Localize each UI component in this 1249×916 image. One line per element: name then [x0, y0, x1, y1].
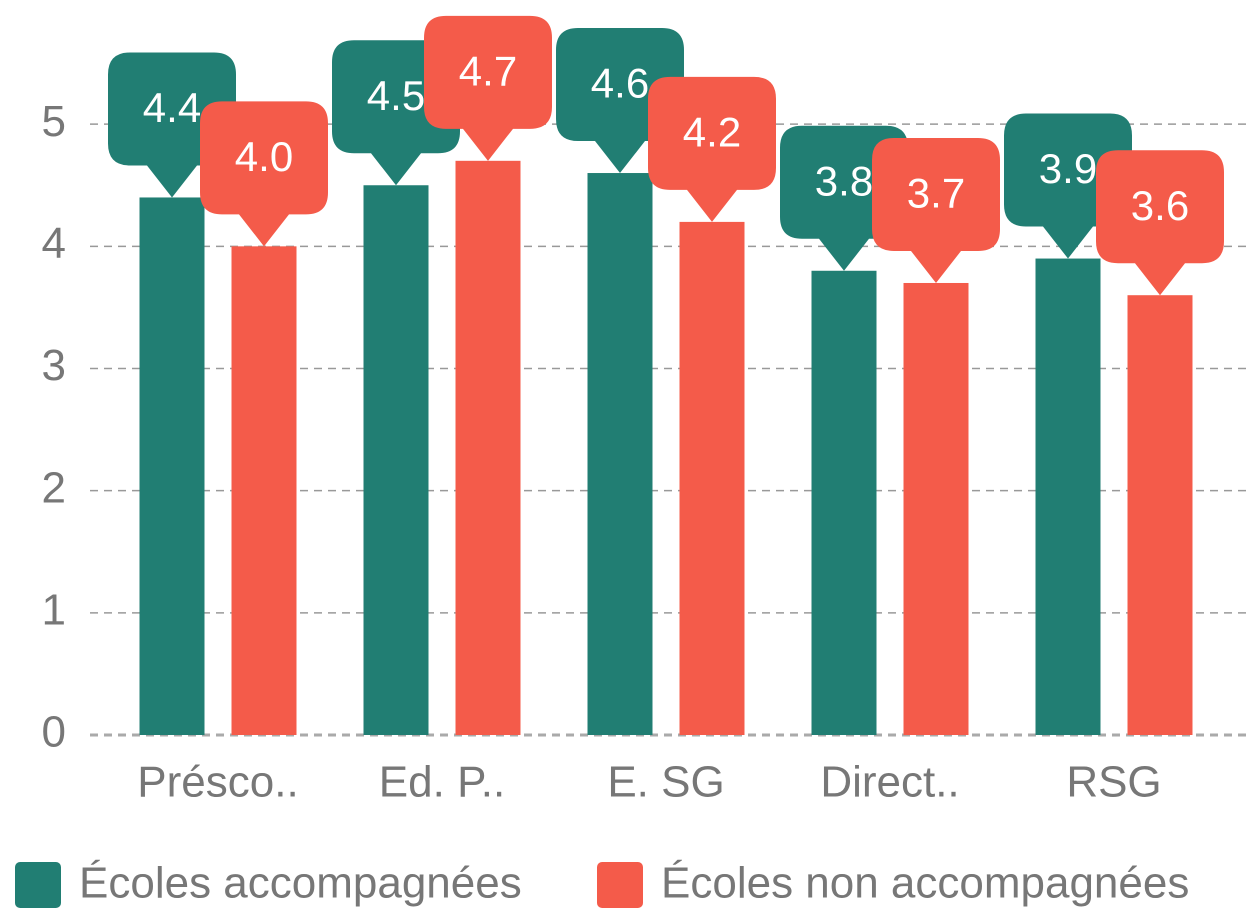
data-label: 3.8	[815, 157, 873, 204]
x-tick-label: E. SG	[607, 758, 724, 807]
bar	[1035, 258, 1101, 735]
data-label: 4.4	[143, 84, 201, 131]
legend-label: Écoles accompagnées	[79, 859, 522, 908]
data-label-callout	[200, 101, 328, 247]
y-tick-label: 5	[42, 97, 66, 146]
data-label-callout	[648, 76, 776, 222]
legend-label: Écoles non accompagnées	[661, 859, 1189, 908]
bar	[363, 185, 429, 735]
y-tick-label: 1	[42, 585, 66, 634]
bar	[811, 270, 877, 735]
data-label-callout	[872, 137, 1000, 283]
legend-swatch	[597, 862, 643, 908]
bar	[231, 246, 297, 736]
y-tick-label: 3	[42, 341, 66, 390]
data-label: 3.6	[1131, 182, 1189, 229]
data-label: 3.7	[907, 170, 965, 217]
bar	[1127, 295, 1193, 735]
data-label: 3.9	[1039, 145, 1097, 192]
data-label: 4.7	[459, 47, 517, 94]
bar	[455, 160, 521, 736]
bar	[139, 197, 205, 735]
data-label-callout	[424, 15, 552, 161]
x-tick-label: Ed. P..	[379, 758, 505, 807]
data-label: 4.6	[591, 60, 649, 107]
x-tick-label: RSG	[1066, 758, 1161, 807]
data-label: 4.5	[367, 72, 425, 119]
x-tick-label: Présco..	[137, 758, 298, 807]
bar	[587, 173, 653, 736]
data-label: 4.0	[235, 133, 293, 180]
bar	[903, 282, 969, 735]
legend-swatch	[15, 862, 61, 908]
data-label-callout	[1096, 150, 1224, 296]
y-tick-label: 4	[42, 219, 66, 268]
y-tick-label: 0	[42, 708, 66, 757]
x-tick-label: Direct..	[820, 758, 959, 807]
bar	[679, 221, 745, 735]
data-label: 4.2	[683, 108, 741, 155]
y-tick-label: 2	[42, 463, 66, 512]
